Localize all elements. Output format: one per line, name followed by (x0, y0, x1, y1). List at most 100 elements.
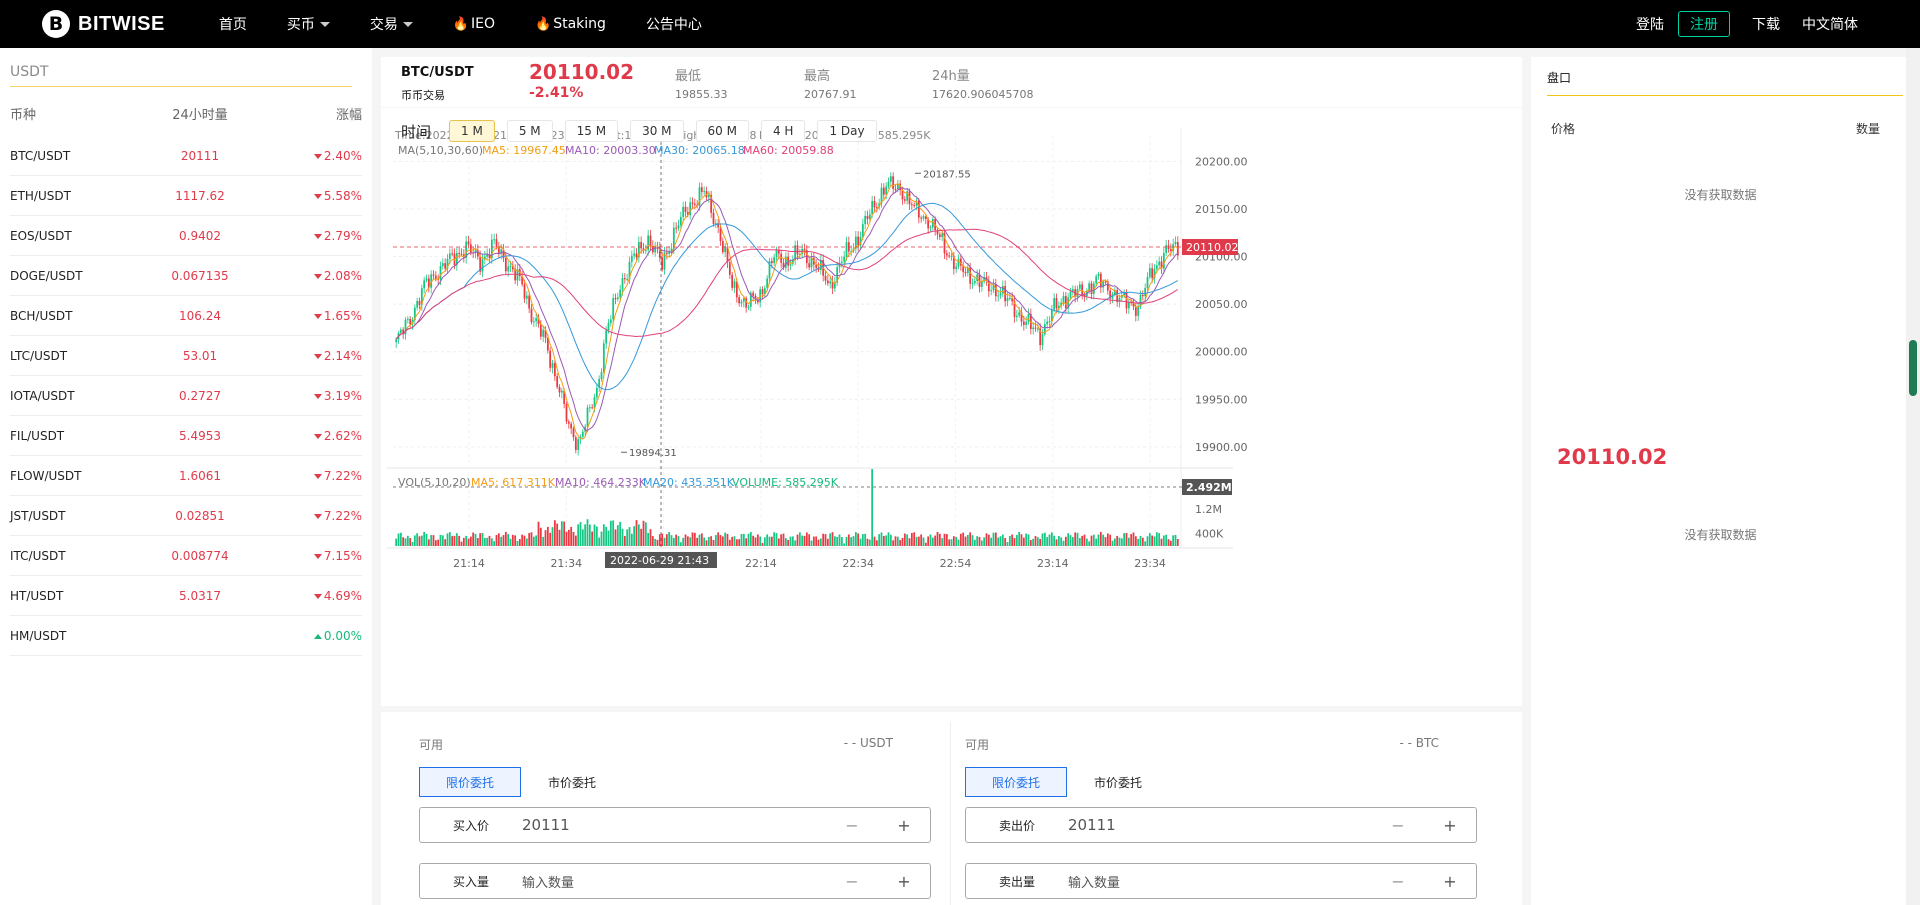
volume-bar (451, 536, 454, 546)
sell-amount-decrease-button[interactable]: − (1391, 871, 1405, 891)
candle-body (838, 262, 841, 268)
register-button[interactable]: 注册 (1678, 11, 1730, 37)
market-row[interactable]: BTC/USDT 20111 2.40% (10, 136, 362, 176)
timeframe-option[interactable]: 15 M (564, 120, 619, 142)
volume-bar (1041, 533, 1044, 546)
market-row[interactable]: BCH/USDT 106.24 1.65% (10, 296, 362, 336)
market-volume: 0.02851 (175, 508, 225, 523)
timeframe-option[interactable]: 5 M (506, 120, 553, 142)
market-row[interactable]: HT/USDT 5.0317 4.69% (10, 576, 362, 616)
language-select[interactable]: 中文简体 (1802, 17, 1858, 33)
candle-body (1111, 294, 1114, 299)
market-change: 1.65% (270, 309, 362, 323)
nav-item-5[interactable]: 公告中心 (646, 14, 702, 34)
market-row[interactable]: ITC/USDT 0.008774 7.15% (10, 536, 362, 576)
candle-body (609, 319, 612, 324)
market-row[interactable]: FLOW/USDT 1.6061 7.22% (10, 456, 362, 496)
download-link[interactable]: 下载 (1752, 17, 1780, 33)
nav-menu: 首页 买币 交易 🔥 IEO 🔥 Staking 公告中心 (199, 14, 722, 34)
sell-price-field[interactable]: 卖出价 20111 − + (965, 807, 1477, 843)
candle-body (887, 181, 890, 187)
volume-bar (850, 537, 853, 546)
volume-bar (941, 538, 944, 546)
market-row[interactable]: HM/USDT 0.00% (10, 616, 362, 656)
candle-body (598, 379, 601, 388)
buy-price-increase-button[interactable]: + (897, 815, 911, 835)
kline-chart[interactable]: 20200.0020150.0020100.0020050.0020000.00… (381, 108, 1522, 706)
buy-price-field[interactable]: 买入价 20111 − + (419, 807, 931, 843)
nav-item-1[interactable]: 买币 (287, 14, 330, 34)
volume-bar (724, 532, 727, 546)
buy-price-input[interactable]: 20111 (522, 816, 570, 834)
volume-bar (1099, 531, 1102, 546)
volume-bar (497, 533, 500, 546)
candle-body (623, 278, 626, 280)
brand-logo[interactable]: B BITWISE (42, 10, 165, 38)
timeframe-option[interactable]: 4 H (760, 120, 806, 142)
candle-body (530, 308, 533, 323)
page-scrollbar[interactable] (1906, 48, 1920, 905)
candle-body (1160, 261, 1163, 269)
buy-amount-increase-button[interactable]: + (897, 871, 911, 891)
nav-item-3[interactable]: 🔥 IEO (453, 16, 495, 32)
volume-bar (546, 526, 549, 546)
market-volume: 5.0317 (179, 588, 221, 603)
timeframe-option[interactable]: 1 Day (817, 120, 877, 142)
crosshair-time-tag (605, 552, 717, 568)
sell-market-tab[interactable]: 市价委托 (1093, 775, 1142, 790)
market-row[interactable]: LTC/USDT 53.01 2.14% (10, 336, 362, 376)
market-row[interactable]: ETH/USDT 1117.62 5.58% (10, 176, 362, 216)
timeframe-option[interactable]: 30 M (630, 120, 684, 142)
buy-amount-field[interactable]: 买入量 输入数量 − + (419, 863, 931, 899)
sell-limit-tab[interactable]: 限价委托 (965, 767, 1067, 797)
market-change-value: 0.00% (323, 628, 362, 643)
buy-amount-decrease-button[interactable]: − (845, 871, 859, 891)
sell-amount-field[interactable]: 卖出量 输入数量 − + (965, 863, 1477, 899)
sell-amount-input[interactable]: 输入数量 (1068, 875, 1121, 891)
candle-body (693, 203, 696, 206)
buy-limit-tab[interactable]: 限价委托 (419, 767, 521, 797)
market-row[interactable]: IOTA/USDT 0.2727 3.19% (10, 376, 362, 416)
candle-body (416, 300, 419, 308)
market-volume: 53.01 (182, 348, 218, 363)
candle-body (682, 206, 685, 218)
candle-body (1043, 324, 1046, 335)
volume-bar (679, 542, 682, 546)
market-row[interactable]: JST/USDT 0.02851 7.22% (10, 496, 362, 536)
sell-price-input[interactable]: 20111 (1068, 816, 1116, 834)
candle-body (1132, 302, 1135, 307)
nav-item-4[interactable]: 🔥 Staking (535, 16, 606, 32)
login-link[interactable]: 登陆 (1636, 17, 1664, 33)
volume-bar (607, 530, 610, 546)
sell-amount-increase-button[interactable]: + (1443, 871, 1457, 891)
volume-bar (735, 539, 738, 546)
candle-body (987, 281, 990, 292)
buy-amount-input[interactable]: 输入数量 (522, 875, 575, 891)
timeframe-option[interactable]: 1 M (449, 120, 495, 142)
volume-bar (796, 534, 799, 546)
market-row[interactable]: DOGE/USDT 0.067135 2.08% (10, 256, 362, 296)
volume-bar (1172, 535, 1175, 546)
market-tab-usdt[interactable]: USDT (10, 64, 49, 80)
sell-price-increase-button[interactable]: + (1443, 815, 1457, 835)
candle-body (964, 272, 967, 274)
candle-body (1064, 296, 1067, 309)
timeframe-option[interactable]: 60 M (695, 120, 749, 142)
volume-bar (1160, 538, 1163, 546)
volume-bar (481, 532, 484, 546)
market-change: 5.58% (270, 189, 362, 203)
scrollbar-thumb[interactable] (1909, 340, 1917, 396)
nav-item-2[interactable]: 交易 (370, 14, 413, 34)
sell-price-decrease-button[interactable]: − (1391, 815, 1405, 835)
candle-body (404, 319, 407, 335)
market-change-value: 3.19% (323, 388, 362, 403)
candle-body (1025, 321, 1028, 325)
nav-item-0[interactable]: 首页 (219, 14, 247, 34)
market-row[interactable]: EOS/USDT 0.9402 2.79% (10, 216, 362, 256)
market-row[interactable]: FIL/USDT 5.4953 2.62% (10, 416, 362, 456)
volume-bar (621, 528, 624, 546)
buy-market-tab[interactable]: 市价委托 (547, 775, 596, 790)
buy-price-decrease-button[interactable]: − (845, 815, 859, 835)
market-change-value: 7.22% (323, 468, 362, 483)
volume-bar (395, 538, 398, 546)
